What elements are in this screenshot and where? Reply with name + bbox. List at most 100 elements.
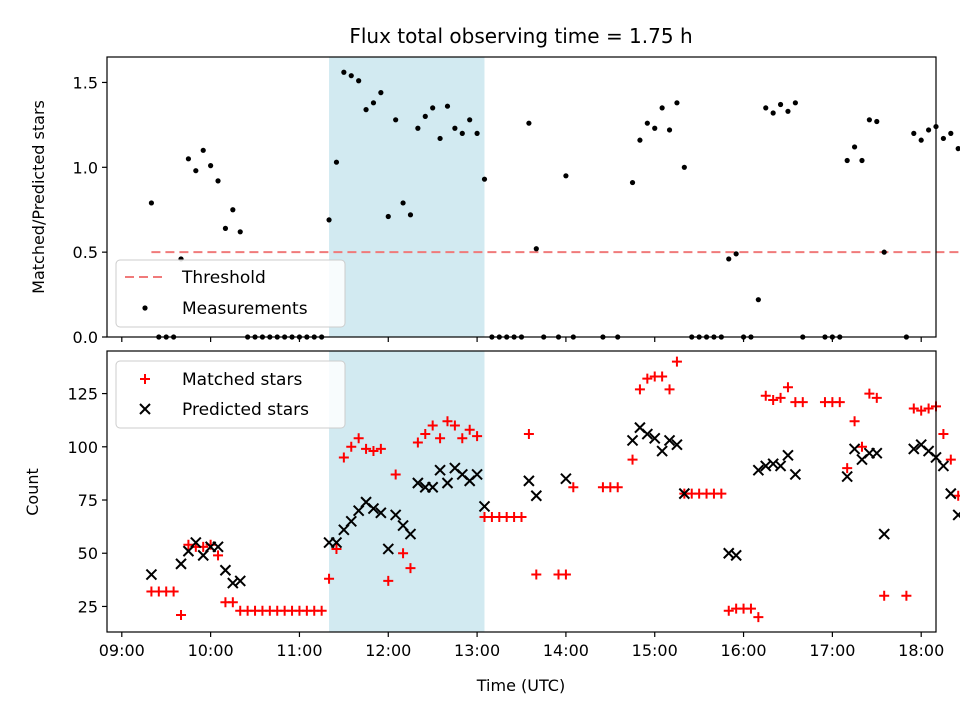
y-tick-label: 125 [67,385,98,404]
predicted-star-point [434,464,446,476]
bottom-axes-frame [106,350,937,633]
measurement-point [370,100,377,106]
y-tick-label: 0.5 [73,243,98,262]
measurement-point [859,157,865,164]
axes-frame [106,56,937,338]
highlight-span-rect [329,351,485,632]
measurement-point [237,229,243,235]
predicted-star-point [871,447,883,459]
measurement-point [681,164,687,170]
matched-star-point [390,469,401,480]
top-axes-frame [106,56,937,338]
measurement-point [777,101,784,108]
matched-star-point [412,437,423,448]
measurement-point [637,137,643,143]
predicted-star-point [952,509,960,521]
legend-matched-label: Matched stars [182,370,302,390]
predicted-star-point [774,460,787,472]
matched-star-point [457,433,468,444]
predicted-star-point [945,487,957,500]
legend-measurements-label: Measurements [182,299,308,319]
measurement-point [208,163,214,169]
measurement-point [659,105,665,111]
matched-star-point [671,356,682,367]
top-panel: 0.0 0.5 1.0 1.5 Matched/Predicted stars Thr… [29,56,960,347]
matched-star-point [353,433,364,444]
predicted-star-point [345,515,357,528]
x-tick-label: 13:00 [454,641,500,660]
measurement-point [422,113,428,119]
matched-star-point [176,609,187,620]
top-legend: Threshold Measurements [115,259,346,328]
measurement-point [755,297,761,303]
measurement-point [400,200,406,206]
matched-star-point [953,490,960,501]
x-tick-label: 17:00 [809,641,855,660]
y-tick-label: 50 [78,544,98,563]
measurement-point [733,251,739,257]
matched-star-point [627,454,638,465]
matched-star-point [560,569,571,580]
measurement-point [185,156,192,162]
bottom-y-axis-label: Count [23,468,42,516]
legend-matched-swatch [140,374,150,384]
measurement-point [526,120,532,126]
matched-star-point [901,590,912,601]
matched-star-point [361,443,372,454]
predicted-star-point [441,477,454,489]
matched-star-point [782,382,793,393]
predicted-star-point [649,432,661,444]
measurement-point [363,107,369,113]
matched-star-point [849,416,860,427]
measurement-point [467,117,473,123]
predicted-star-point [641,428,654,440]
measurement-point [385,213,391,220]
measurement-point [474,130,480,136]
measurement-point [918,137,924,143]
predicted-star-point [234,575,246,587]
predicted-star-point [404,528,417,540]
measurement-point [393,117,399,123]
matched-star-point [834,397,845,408]
top-x-ticks [121,337,922,342]
measurement-point [378,90,384,96]
predicted-star-point [908,443,920,455]
matched-star-point [797,397,808,408]
top-highlight-span [329,57,485,337]
matched-star-point [331,543,342,554]
matched-star-point [753,612,764,623]
matched-star-point [916,405,927,416]
measurement-point [770,110,776,116]
measurement-point [437,135,443,142]
predicted-star-point [782,449,794,462]
predicted-star-point [841,470,853,483]
matched-star-point [612,482,623,493]
measurement-point [407,212,414,218]
measurement-point [356,78,362,84]
measurement-point [341,69,347,75]
matched-star-point [842,463,853,474]
measurement-point [925,127,932,133]
matched-star-point [316,605,327,616]
x-tick-label: 10:00 [188,641,234,660]
matched-star-point [664,384,675,395]
predicted-star-point [848,443,861,455]
matched-star-point [398,548,409,559]
predicted-star-point [212,541,224,553]
matched-star-point [324,573,335,584]
matched-stars-series [146,356,960,623]
predicted-star-point [219,564,232,576]
legend-threshold-label: Threshold [181,268,266,288]
matched-star-point [642,373,653,384]
y-tick-label: 1.0 [73,158,98,177]
predicted-star-point [663,434,676,447]
predicted-star-point [367,502,380,515]
y-tick-label: 1.5 [73,73,98,92]
x-tick-label: 18:00 [898,641,944,660]
matched-star-point [435,433,446,444]
measurement-point [348,73,354,79]
legend-measurements-swatch [142,305,148,311]
bottom-panel: 25 50 75 100 125 09:00 10:00 11:00 12:00 13:00 14… [23,350,960,695]
measurement-point [230,207,236,213]
measurement-point [430,105,436,111]
